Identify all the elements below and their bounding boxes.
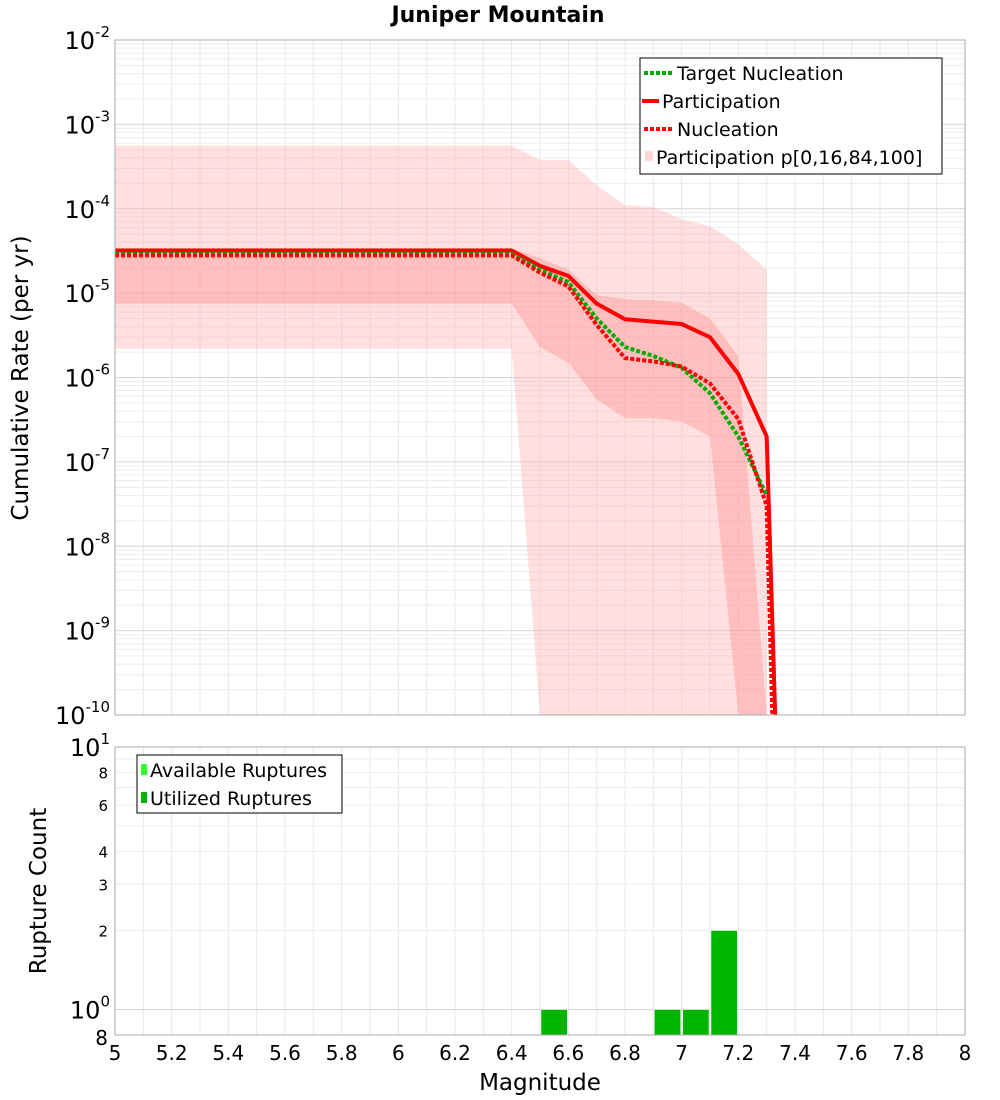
top-y-tick-label: 10-8 [64, 529, 110, 561]
bottom-plot-frame [114, 746, 966, 1036]
x-tick-label: 5.6 [269, 1041, 301, 1065]
legend-label-utilized: Utilized Ruptures [150, 788, 312, 810]
series-line-participation [115, 248, 778, 716]
bottom-y-major-tick-label: 100 [70, 993, 110, 1025]
x-tick-label: 6.6 [552, 1041, 584, 1065]
bottom-legend-box [136, 754, 343, 814]
legend-label-available: Available Ruptures [150, 760, 327, 782]
chart-title: Juniper Mountain [389, 3, 604, 28]
top-y-tick-label: 10-7 [64, 445, 110, 477]
x-tick-label: 7.2 [722, 1041, 754, 1065]
x-tick-label: 6.4 [496, 1041, 528, 1065]
bottom-y-minor-tick-label: 8 [95, 1026, 108, 1050]
top-y-tick-label: 10-3 [64, 107, 110, 139]
bottom-x-ticks: 5 5.2 5.4 5.6 5.8 6 6.2 6.4 6.6 6.8 7 7.2 7.4 7.6 7.8 8 [109, 1041, 972, 1065]
bottom-y-minor-tick-label: 6 [98, 797, 108, 815]
bar-utilized [682, 1009, 710, 1036]
band-p16-p84 [115, 248, 767, 715]
top-legend-box [639, 57, 943, 175]
bottom-legend: Available Ruptures Utilized Ruptures [136, 754, 343, 814]
x-tick-label: 5.4 [212, 1041, 244, 1065]
top-y-ticks: 10-2 10-3 10-4 10-5 10-6 10-7 10-8 10-9 10-10 [55, 23, 110, 730]
x-tick-label: 8 [959, 1041, 972, 1065]
x-tick-label: 5.2 [156, 1041, 188, 1065]
x-tick-label: 7.8 [892, 1041, 924, 1065]
bottom-y-major-tick-label: 101 [70, 730, 110, 762]
legend-label-target-nucleation: Target Nucleation [676, 63, 844, 85]
bottom-y-minor-tick-label: 8 [98, 764, 108, 782]
x-tick-label: 5.8 [326, 1041, 358, 1065]
legend-swatch-utilized [141, 792, 147, 803]
x-tick-label: 5 [109, 1041, 122, 1065]
x-tick-label: 7.6 [836, 1041, 868, 1065]
legend-swatch-participation-band [645, 151, 653, 161]
top-series-lines [115, 248, 778, 716]
top-y-axis-label: Cumulative Rate (per yr) [8, 235, 34, 520]
x-tick-label: 6 [392, 1041, 405, 1065]
legend-label-participation: Participation [662, 91, 781, 113]
bottom-y-minor-tick-label: 3 [98, 876, 108, 894]
top-grid [115, 40, 965, 716]
top-y-tick-label: 10-10 [55, 698, 110, 730]
x-tick-label: 7.4 [779, 1041, 811, 1065]
bottom-y-minor-tick-label: 4 [98, 843, 108, 861]
legend-swatch-available [141, 764, 147, 775]
top-y-tick-label: 10-5 [64, 276, 110, 308]
top-y-tick-label: 10-6 [64, 361, 110, 393]
series-line-nucleation [115, 253, 775, 716]
x-axis-label: Magnitude [479, 1070, 601, 1096]
percentile-band [115, 145, 767, 715]
bottom-y-axis-label: Rupture Count [26, 808, 52, 974]
top-legend: Target Nucleation Participation Nucleati… [639, 57, 943, 175]
top-y-tick-label: 10-2 [64, 23, 110, 55]
legend-label-participation-band: Participation p[0,16,84,100] [656, 147, 922, 169]
bar-utilized [710, 930, 738, 1036]
x-tick-label: 6.2 [439, 1041, 471, 1065]
top-y-tick-label: 10-9 [64, 614, 110, 646]
bar-utilized [654, 1009, 681, 1036]
bottom-bars [540, 930, 738, 1036]
x-tick-label: 6.8 [609, 1041, 641, 1065]
legend-label-nucleation: Nucleation [677, 119, 779, 141]
series-line-target-nucleation [115, 252, 769, 497]
top-y-tick-label: 10-4 [64, 192, 110, 224]
top-plot-frame [114, 39, 966, 716]
bottom-y-minor-tick-label: 2 [98, 923, 108, 941]
bar-utilized [540, 1009, 568, 1036]
x-tick-label: 7 [675, 1041, 688, 1065]
band-p0-p100 [115, 145, 767, 715]
